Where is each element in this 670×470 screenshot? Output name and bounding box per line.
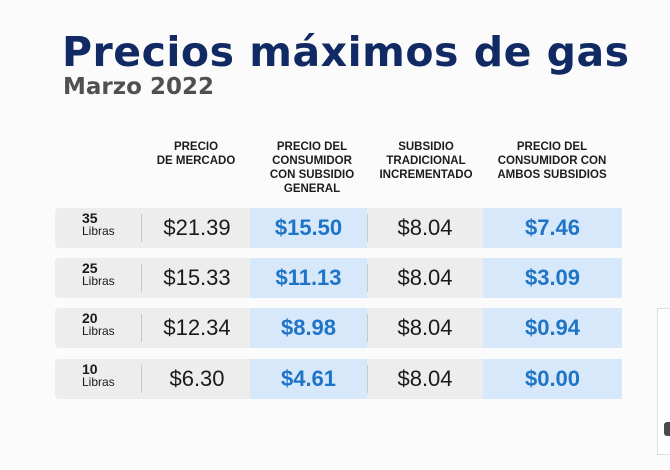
market-price: $15.33 <box>163 265 231 290</box>
header-precio-subsidio-general: PRECIO DEL CONSUMIDOR CON SUBSIDIO GENER… <box>269 141 355 195</box>
general-subsidy-price: $11.13 <box>275 265 342 290</box>
market-price: $21.39 <box>163 215 231 240</box>
table-row: 10 Libras $6.30 $4.61 $8.04 $0.00 <box>55 359 622 399</box>
traditional-subsidy: $8.04 <box>397 315 453 340</box>
highlight-column <box>250 359 367 399</box>
row-divider <box>141 214 142 242</box>
general-subsidy-price: $8.98 <box>280 315 337 340</box>
size-value: 25 <box>82 260 98 276</box>
market-price: $12.34 <box>163 315 231 340</box>
general-subsidy-price: $4.61 <box>280 366 337 391</box>
size-unit: Libras <box>82 324 115 338</box>
cylinder-size: 25 Libras <box>82 260 115 288</box>
traditional-subsidy: $8.04 <box>397 215 453 240</box>
header-precio-ambos-subsidios: PRECIO DEL CONSUMIDOR CON AMBOS SUBSIDIO… <box>497 141 607 181</box>
traditional-subsidy: $8.04 <box>397 366 453 391</box>
size-unit: Libras <box>82 375 115 389</box>
row-divider <box>141 314 142 342</box>
highlight-column <box>250 208 367 248</box>
both-subsidies-price: $0.94 <box>524 315 581 340</box>
size-value: 35 <box>82 210 98 226</box>
both-subsidies-price: $0.00 <box>524 366 581 391</box>
row-divider <box>367 264 368 292</box>
highlight-column <box>483 308 622 348</box>
page-subtitle: Marzo 2022 <box>63 74 214 100</box>
edge-mark <box>664 422 670 436</box>
highlight-column <box>483 359 622 399</box>
both-subsidies-price: $7.46 <box>524 215 581 240</box>
market-price: $6.30 <box>169 366 225 391</box>
row-divider <box>367 314 368 342</box>
both-subsidies-price: $3.09 <box>524 265 581 290</box>
header-subsidio-tradicional: SUBSIDIO TRADICIONAL INCREMENTADO <box>379 141 473 181</box>
highlight-column <box>250 258 367 298</box>
page-title: Precios máximos de gas <box>62 28 630 76</box>
general-subsidy-price: $15.50 <box>274 215 343 240</box>
highlight-column <box>483 258 622 298</box>
traditional-subsidy: $8.04 <box>397 265 453 290</box>
table-row: 35 Libras $21.39 $15.50 $8.04 $7.46 <box>55 208 622 248</box>
cylinder-size: 20 Libras <box>82 310 115 338</box>
size-unit: Libras <box>82 274 115 288</box>
table-row: 25 Libras $15.33 $11.13 $8.04 $3.09 <box>55 258 622 298</box>
cylinder-size: 35 Libras <box>82 210 115 238</box>
highlight-column <box>483 208 622 248</box>
row-divider <box>367 214 368 242</box>
row-divider <box>141 264 142 292</box>
header-precio-mercado: PRECIO DE MERCADO <box>156 141 236 167</box>
cylinder-size: 10 Libras <box>82 361 115 389</box>
size-unit: Libras <box>82 224 115 238</box>
edge-panel <box>657 308 670 455</box>
size-value: 10 <box>82 361 98 377</box>
size-value: 20 <box>82 310 98 326</box>
row-divider <box>367 365 368 393</box>
highlight-column <box>250 308 367 348</box>
table-row: 20 Libras $12.34 $8.98 $8.04 $0.94 <box>55 308 622 348</box>
row-divider <box>141 365 142 393</box>
